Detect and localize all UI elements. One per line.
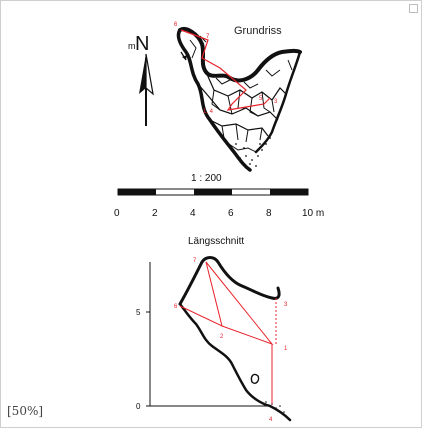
section-point-6: 6 — [174, 304, 178, 310]
section-axis-0: 0 — [136, 402, 141, 411]
scale-tick-8: 8 — [266, 208, 272, 219]
scale-bar — [117, 188, 309, 196]
plan-point-3: 3 — [274, 99, 278, 105]
scale-tick-10m: 10 m — [302, 208, 324, 219]
zoom-level: [50%] — [7, 404, 44, 418]
scale-tick-6: 6 — [228, 208, 234, 219]
north-arrow — [139, 53, 154, 126]
north-prefix: m — [128, 41, 136, 51]
section-title: Längsschnitt — [188, 236, 244, 247]
section-point-4: 4 — [269, 417, 273, 423]
north-label: N — [135, 33, 149, 55]
section-point-1: 1 — [284, 346, 288, 352]
section-point-7: 7 — [193, 258, 197, 264]
plan-title: Grundriss — [234, 25, 282, 37]
plan-point-5: 5 — [259, 96, 263, 102]
section-axis-5: 5 — [136, 308, 141, 317]
scale-ratio: 1 : 200 — [191, 173, 222, 184]
section-axis — [146, 262, 270, 407]
section-survey-lines — [179, 261, 277, 404]
section-outline — [178, 256, 292, 422]
section-point-3: 3 — [284, 302, 288, 308]
scale-tick-2: 2 — [152, 208, 158, 219]
section-point-2: 2 — [220, 334, 224, 340]
plan-point-7: 7 — [206, 34, 210, 40]
plan-point-1-4: 1, 4 — [203, 109, 214, 115]
plan-point-6: 6 — [174, 22, 178, 28]
plan-survey-line — [180, 29, 271, 111]
scale-tick-4: 4 — [190, 208, 196, 219]
frame-corner-marker — [409, 4, 418, 13]
scale-tick-0: 0 — [114, 208, 120, 219]
plan-outline — [176, 27, 302, 172]
